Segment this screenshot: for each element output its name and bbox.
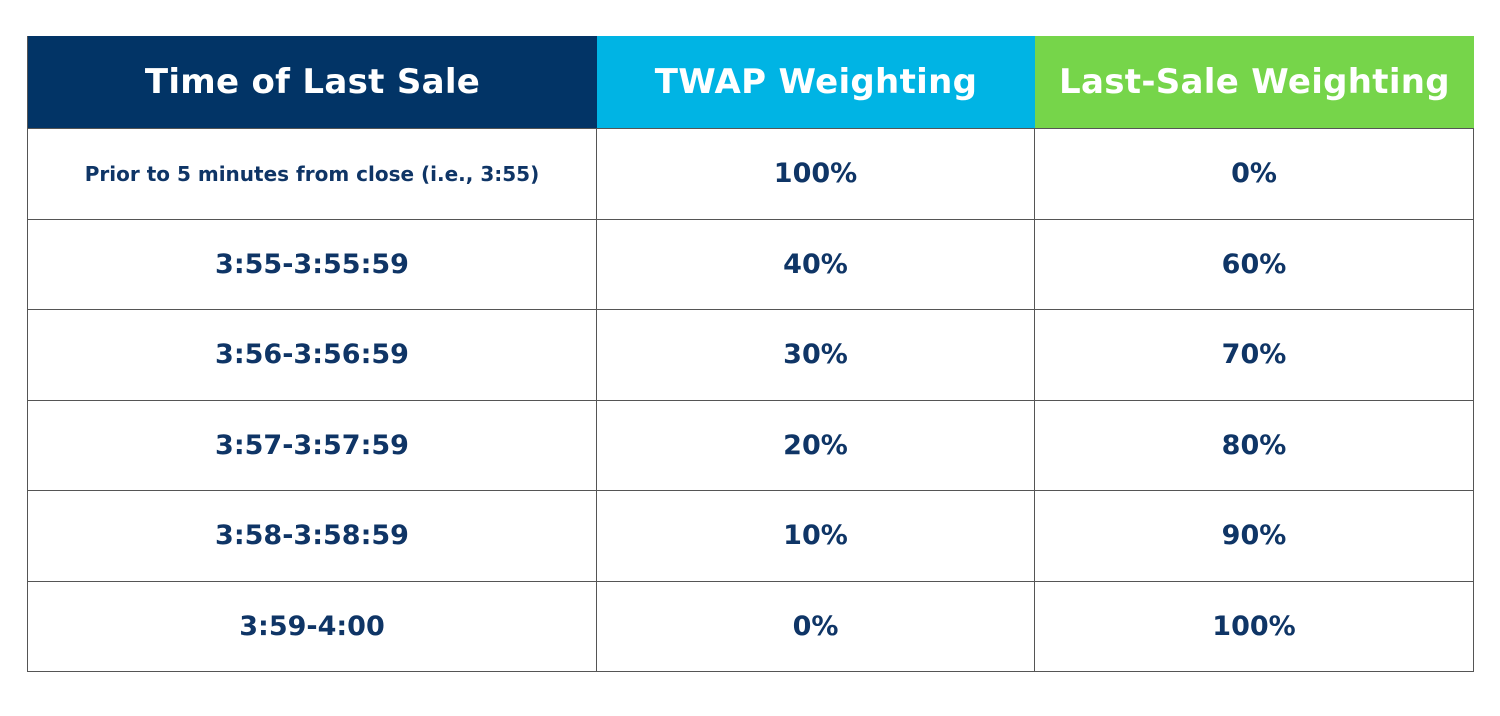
table-cell-twap: 0% (597, 580, 1035, 671)
table-cell-twap: 10% (597, 490, 1035, 581)
table-cell-last-sale: 0% (1035, 128, 1474, 219)
header-twap-weighting: TWAP Weighting (597, 36, 1035, 128)
table-cell-twap: 20% (597, 399, 1035, 490)
table-cell-last-sale: 80% (1035, 399, 1474, 490)
table-cell-time: 3:57-3:57:59 (28, 399, 597, 490)
table-cell-twap: 40% (597, 218, 1035, 309)
table-cell-last-sale: 60% (1035, 218, 1474, 309)
table-cell-time: 3:58-3:58:59 (28, 490, 597, 581)
table-cell-time: 3:55-3:55:59 (28, 218, 597, 309)
table-cell-time: Prior to 5 minutes from close (i.e., 3:5… (28, 128, 597, 219)
table-cell-last-sale: 90% (1035, 490, 1474, 581)
weighting-table: Time of Last Sale TWAP Weighting Last-Sa… (27, 36, 1474, 672)
header-time-of-last-sale: Time of Last Sale (28, 36, 597, 128)
table-cell-twap: 30% (597, 309, 1035, 400)
header-last-sale-weighting: Last-Sale Weighting (1035, 36, 1474, 128)
table-cell-time: 3:56-3:56:59 (28, 309, 597, 400)
table-cell-twap: 100% (597, 128, 1035, 219)
table-cell-last-sale: 100% (1035, 580, 1474, 671)
table-cell-time: 3:59-4:00 (28, 580, 597, 671)
table-cell-last-sale: 70% (1035, 309, 1474, 400)
